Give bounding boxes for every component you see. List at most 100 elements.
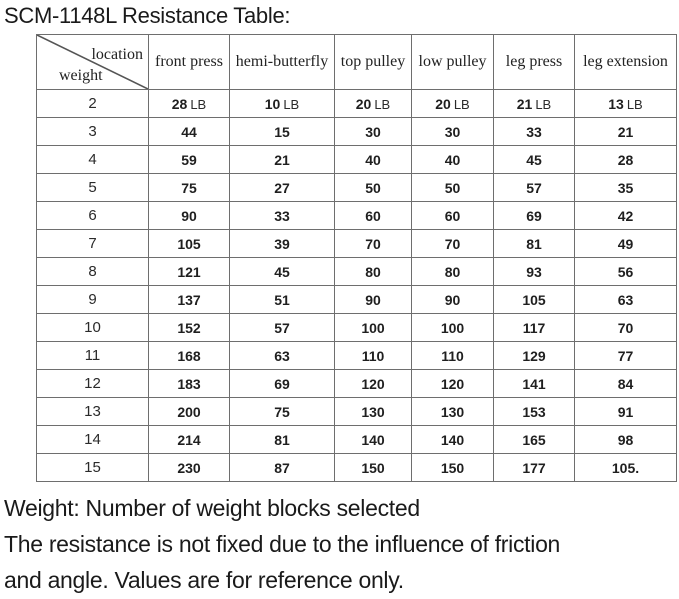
resistance-value: 90 — [444, 291, 461, 308]
unit-label: LB — [374, 96, 391, 112]
resistance-value-cell: 51 — [229, 285, 335, 314]
resistance-value-cell: 60 — [334, 201, 412, 230]
resistance-value-cell: 21 — [574, 117, 677, 146]
resistance-value-cell: 153 — [493, 397, 575, 426]
resistance-value-cell: 70 — [334, 229, 412, 258]
resistance-value: 200 — [177, 403, 201, 420]
resistance-value-cell: 39 — [229, 229, 335, 258]
resistance-value-cell: 27 — [229, 173, 335, 202]
resistance-value: 110 — [361, 347, 385, 364]
resistance-value-cell: 130 — [334, 397, 412, 426]
resistance-value-cell: 50 — [334, 173, 412, 202]
resistance-value: 120 — [440, 375, 465, 392]
resistance-value: 28 — [171, 95, 188, 112]
table-head: location weight front press hemi-butterfly t… — [36, 34, 677, 90]
footnote-line: and angle. Values are for reference only… — [4, 567, 404, 593]
resistance-value: 81 — [274, 431, 290, 448]
resistance-value: 28 — [617, 151, 634, 168]
resistance-value-cell: 80 — [334, 257, 412, 286]
diagonal-divider — [37, 35, 148, 89]
resistance-value-cell: 152 — [148, 313, 230, 342]
resistance-value: 60 — [444, 207, 461, 224]
resistance-value: 150 — [440, 459, 465, 476]
resistance-value: 15 — [274, 123, 290, 140]
resistance-value-cell: 183 — [148, 369, 230, 398]
resistance-value-cell: 44 — [148, 117, 230, 146]
weight-cell: 10 — [36, 313, 149, 342]
resistance-value-cell: 33 — [229, 201, 335, 230]
resistance-value: 141 — [522, 375, 546, 392]
resistance-value-cell: 69 — [229, 369, 335, 398]
resistance-value: 40 — [365, 151, 381, 168]
table-row: 8 121 45 80 80 93 56 — [36, 257, 677, 286]
resistance-value-cell: 214 — [148, 425, 230, 454]
resistance-value: 45 — [526, 151, 542, 168]
column-header: leg extension — [574, 34, 677, 90]
resistance-value: 230 — [177, 459, 201, 476]
weight-cell: 8 — [36, 257, 149, 286]
table-row: 5 75 27 50 50 57 35 — [36, 173, 677, 202]
resistance-value: 35 — [617, 179, 634, 196]
resistance-value: 177 — [522, 459, 546, 476]
resistance-value: 87 — [274, 459, 290, 476]
weight-cell: 3 — [36, 117, 149, 146]
weight-cell: 15 — [36, 453, 149, 482]
footnote-line: Weight: Number of weight blocks selected — [4, 495, 420, 521]
resistance-value: 10 — [264, 95, 281, 112]
table-row: 2 28 LB 10 LB 20 LB 20 LB 21 LB 13 LB — [36, 89, 677, 118]
table-row: 12 183 69 120 120 141 84 — [36, 369, 677, 398]
table-row: 7 105 39 70 70 81 49 — [36, 229, 677, 258]
resistance-value: 90 — [181, 207, 197, 224]
resistance-value-cell: 21 — [229, 145, 335, 174]
resistance-value-cell: 40 — [411, 145, 494, 174]
resistance-value-cell: 56 — [574, 257, 677, 286]
resistance-value-cell: 15 — [229, 117, 335, 146]
resistance-value: 60 — [365, 207, 381, 224]
resistance-value: 129 — [522, 347, 546, 364]
resistance-value-cell: 110 — [411, 341, 494, 370]
resistance-value: 98 — [617, 431, 634, 448]
resistance-value: 165 — [522, 431, 546, 448]
column-header: leg press — [493, 34, 575, 90]
table-row: 9 137 51 90 90 105 63 — [36, 285, 677, 314]
resistance-value-cell: 63 — [229, 341, 335, 370]
resistance-value: 21 — [516, 95, 533, 112]
resistance-value-cell: 60 — [411, 201, 494, 230]
resistance-value: 214 — [177, 431, 201, 448]
resistance-value-cell: 105. — [574, 453, 677, 482]
resistance-value-cell: 137 — [148, 285, 230, 314]
resistance-value: 21 — [617, 123, 634, 140]
resistance-value-cell: 75 — [229, 397, 335, 426]
resistance-value: 117 — [522, 319, 546, 336]
resistance-value-cell: 177 — [493, 453, 575, 482]
resistance-value: 80 — [365, 263, 381, 280]
resistance-value-cell: 57 — [493, 173, 575, 202]
resistance-value: 110 — [441, 347, 464, 364]
resistance-value: 80 — [444, 263, 461, 280]
weight-cell: 11 — [36, 341, 149, 370]
column-header: hemi-butterfly — [229, 34, 335, 90]
resistance-value: 45 — [274, 263, 290, 280]
resistance-value: 75 — [181, 179, 197, 196]
resistance-value-cell: 28 LB — [148, 89, 230, 118]
resistance-value-cell: 87 — [229, 453, 335, 482]
resistance-value: 93 — [526, 263, 542, 280]
resistance-value: 77 — [617, 347, 634, 364]
resistance-value-cell: 40 — [334, 145, 412, 174]
resistance-value-cell: 70 — [574, 313, 677, 342]
resistance-value: 40 — [444, 151, 461, 168]
resistance-value-cell: 140 — [411, 425, 494, 454]
resistance-value: 105 — [522, 291, 546, 308]
resistance-value-cell: 80 — [411, 257, 494, 286]
resistance-value-cell: 81 — [493, 229, 575, 258]
resistance-value: 56 — [617, 263, 634, 280]
resistance-value-cell: 129 — [493, 341, 575, 370]
unit-label: LB — [283, 96, 300, 112]
column-header: low pulley — [411, 34, 494, 90]
resistance-value: 105 — [177, 235, 201, 252]
header-row: location weight front press hemi-butterfly t… — [36, 34, 677, 90]
resistance-value-cell: 30 — [411, 117, 494, 146]
resistance-value-cell: 81 — [229, 425, 335, 454]
resistance-value: 59 — [181, 151, 197, 168]
resistance-value: 153 — [522, 403, 546, 420]
